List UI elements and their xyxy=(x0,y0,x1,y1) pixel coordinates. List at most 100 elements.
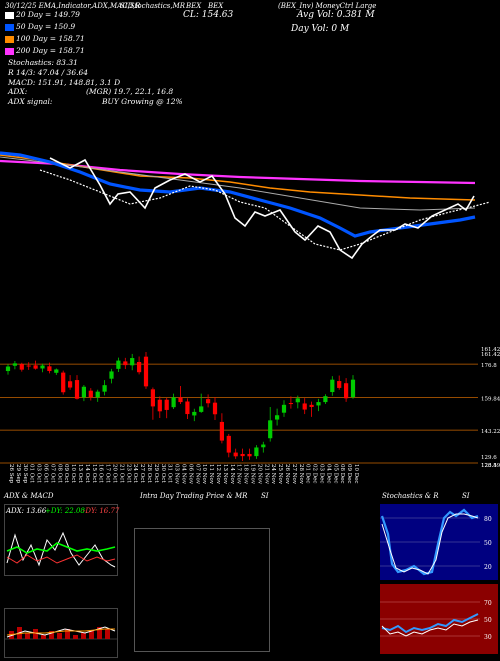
rsi-tick-70: 70 xyxy=(484,600,492,607)
candle-body xyxy=(206,399,211,404)
candle-body xyxy=(171,397,176,408)
macd-bar xyxy=(25,633,30,639)
adx-signal-label: ADX signal: xyxy=(8,97,53,106)
candle xyxy=(19,362,24,372)
date-label: 12 Nov xyxy=(215,464,221,485)
date-label: 24 Nov xyxy=(270,464,276,485)
candle-body xyxy=(212,402,218,415)
date-label: 08 Oct xyxy=(56,464,62,483)
candle xyxy=(316,398,321,412)
candle xyxy=(33,360,38,370)
candle xyxy=(178,385,183,405)
candle-body xyxy=(68,381,73,388)
macd-bar xyxy=(49,631,54,639)
stoch-tick-80: 80 xyxy=(484,516,492,523)
candle-body xyxy=(302,403,307,410)
date-label: 06 Nov xyxy=(187,464,193,485)
close-price: CL: 154.63 xyxy=(183,10,234,20)
candle xyxy=(47,362,52,374)
header-ticker-label: BEX xyxy=(186,2,202,10)
candle-body xyxy=(95,391,100,398)
rsi-secondary-line xyxy=(381,619,479,637)
candle-body xyxy=(81,386,86,398)
candle xyxy=(157,396,162,418)
date-label: 08 Dec xyxy=(339,464,345,484)
ma-legend: 20 Day = 149.79 50 Day = 150.9 100 Day =… xyxy=(5,9,85,57)
date-label: 03 Oct xyxy=(36,464,42,483)
price-tick-label: 161.42 xyxy=(481,352,500,358)
date-label: 25 Nov xyxy=(277,464,283,485)
candle-body xyxy=(350,379,356,398)
swatch-sma50 xyxy=(5,23,14,31)
candle-body xyxy=(19,364,24,370)
candle-body xyxy=(74,380,80,399)
candle xyxy=(116,357,121,373)
sma20-line xyxy=(39,169,491,251)
intraday-panel: Intra Day Trading Price & MR SI xyxy=(130,490,380,660)
macd-subchart xyxy=(4,608,118,658)
candle xyxy=(74,375,80,400)
candle-body xyxy=(157,399,162,412)
date-label: 10 Dec xyxy=(353,464,359,484)
candle-body xyxy=(275,415,280,420)
candle xyxy=(295,395,300,409)
plus-di-value: +DY: 22.08 xyxy=(45,507,85,515)
ma-chart xyxy=(0,151,491,260)
date-label: 31 Oct xyxy=(167,464,173,483)
date-label: 21 Oct xyxy=(118,464,124,483)
sma100-shadow-line xyxy=(0,156,476,211)
adx-value: ADX: 13.66 xyxy=(6,507,47,515)
legend-sma200-label: 200 Day = 158.71 xyxy=(16,46,85,55)
rsi-lines: 70 50 30 xyxy=(380,600,492,641)
candle-body xyxy=(337,381,342,388)
stoch-d-line xyxy=(381,513,479,575)
adx-signal-value: BUY Growing @ 12% xyxy=(102,97,183,106)
macd-bar xyxy=(81,633,86,639)
date-axis: 26 Sep 29 Sep 30 Sep 01 Oct 03 Oct 06 Oct 07 O… xyxy=(8,464,359,485)
date-label: 27 Nov xyxy=(291,464,297,485)
candle xyxy=(143,351,149,389)
stoch-k-line xyxy=(380,508,479,576)
intraday-si-label: SI xyxy=(261,492,269,500)
candle xyxy=(281,400,287,417)
avg-volume: Avg Vol: 0.381 M xyxy=(297,10,375,20)
swatch-sma200 xyxy=(5,47,14,55)
macd-bar xyxy=(97,627,102,639)
candle-body xyxy=(88,390,93,398)
date-label: 30 Oct xyxy=(160,464,166,483)
candle-body xyxy=(185,401,190,415)
candle xyxy=(171,393,176,409)
candle xyxy=(350,375,356,399)
candle xyxy=(302,398,307,415)
minus-di-value: -DY: 16.77 xyxy=(83,507,120,515)
candle xyxy=(330,376,335,396)
stoch-tick-50: 50 xyxy=(484,540,492,547)
macd-bar xyxy=(105,629,110,639)
candle xyxy=(185,398,190,419)
candle xyxy=(102,380,107,396)
candle xyxy=(12,361,17,370)
candle-body xyxy=(254,447,259,457)
candle xyxy=(68,375,73,390)
date-label: 02 Dec xyxy=(312,464,318,484)
date-label: 05 Dec xyxy=(332,464,338,484)
macd-histogram xyxy=(9,627,110,639)
adx-line xyxy=(6,531,116,568)
day-volume: Day Vol: 0 M xyxy=(291,24,350,34)
candle-body xyxy=(233,452,238,457)
minus-di-line xyxy=(6,554,116,564)
adx-macd-panel: ADX & MACD ADX: 13.66 +DY: 22.08 -DY: 16… xyxy=(0,490,120,660)
candle-body xyxy=(5,366,11,372)
candle xyxy=(164,397,169,419)
date-label: 16 Oct xyxy=(98,464,104,483)
intraday-chart-box xyxy=(134,528,270,652)
stoch-si-label: SI xyxy=(462,492,470,500)
candle xyxy=(61,370,66,395)
candle-body xyxy=(268,420,273,439)
candle xyxy=(226,433,231,458)
candle-body xyxy=(240,453,245,457)
macd-bar xyxy=(33,629,38,639)
price-tick-label: 143.22 xyxy=(481,429,500,435)
date-label: 28 Nov xyxy=(298,464,304,485)
